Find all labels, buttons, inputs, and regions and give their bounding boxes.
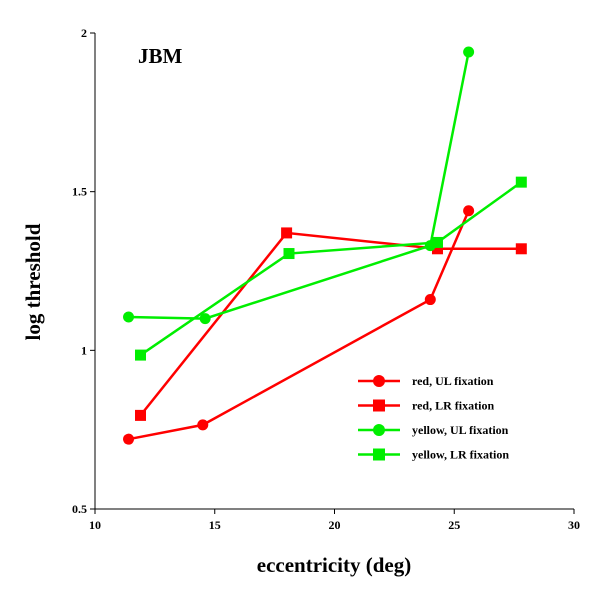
legend-label: yellow, UL fixation [412, 423, 509, 437]
data-point-circle-marker [123, 433, 135, 445]
legend-item: red, LR fixation [358, 399, 494, 413]
legend-label: red, LR fixation [412, 399, 494, 413]
series-layer [123, 46, 527, 445]
y-tick-label: 0.5 [72, 502, 87, 516]
chart-title: JBM [138, 44, 183, 68]
legend-swatch-square-marker [373, 448, 385, 461]
legend: red, UL fixation red, LR fixation yellow, … [358, 374, 509, 462]
y-tick-label: 1 [81, 343, 87, 357]
x-tick-label: 30 [568, 518, 580, 532]
data-point-circle-marker [463, 46, 475, 58]
series-2 [135, 227, 527, 421]
series-line [139, 181, 523, 357]
x-tick-label: 10 [89, 518, 101, 532]
x-tick-label: 20 [329, 518, 341, 532]
x-tick-label: 25 [448, 518, 460, 532]
x-axis-title: eccentricity (deg) [257, 553, 412, 577]
legend-item: red, UL fixation [358, 374, 494, 388]
x-ticks: 10 15 20 25 30 [89, 509, 580, 532]
legend-label: red, UL fixation [412, 374, 494, 388]
data-point-square-marker [135, 349, 147, 361]
data-point-circle-marker [424, 294, 436, 306]
data-point-square-marker [135, 409, 147, 421]
series-line [128, 51, 470, 320]
data-point-square-marker [515, 176, 527, 188]
data-point-square-marker [515, 243, 527, 255]
plot-axes [94, 33, 574, 510]
data-point-circle-marker [197, 419, 209, 431]
series-line [139, 231, 522, 417]
legend-item: yellow, UL fixation [358, 423, 509, 437]
data-point-square-marker [431, 243, 443, 255]
legend-item: yellow, LR fixation [358, 448, 509, 462]
data-point-square-marker [431, 236, 443, 248]
y-tick-label: 2 [81, 26, 87, 40]
series-1 [123, 205, 475, 445]
y-tick-label: 1.5 [72, 185, 87, 199]
legend-swatch-circle-marker [373, 424, 385, 436]
legend-label: yellow, LR fixation [412, 448, 509, 462]
series-line [128, 210, 470, 441]
data-point-circle-marker [123, 311, 135, 323]
legend-swatch-circle-marker [373, 375, 385, 387]
y-ticks: 0.5 1 1.5 2 [72, 26, 95, 516]
series-4 [135, 176, 527, 361]
x-tick-label: 15 [209, 518, 221, 532]
data-point-circle-marker [199, 313, 211, 325]
data-point-square-marker [281, 227, 293, 239]
y-axis-title: log threshold [21, 223, 45, 340]
data-point-circle-marker [463, 205, 475, 217]
series-3 [123, 46, 475, 325]
data-point-square-marker [283, 248, 295, 260]
legend-swatch-square-marker [373, 399, 385, 412]
